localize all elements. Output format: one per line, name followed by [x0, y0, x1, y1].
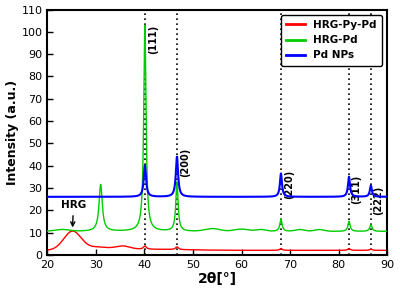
- Text: HRG: HRG: [61, 200, 86, 226]
- Text: (222): (222): [373, 186, 383, 215]
- Text: (111): (111): [148, 25, 158, 54]
- Text: (200): (200): [180, 148, 190, 177]
- Legend: HRG-Py-Pd, HRG-Pd, Pd NPs: HRG-Py-Pd, HRG-Pd, Pd NPs: [281, 15, 382, 66]
- Text: (220): (220): [284, 170, 294, 199]
- Text: (311): (311): [352, 175, 362, 204]
- Y-axis label: Intensity (a.u.): Intensity (a.u.): [6, 80, 18, 185]
- X-axis label: 2θ[°]: 2θ[°]: [198, 272, 237, 286]
